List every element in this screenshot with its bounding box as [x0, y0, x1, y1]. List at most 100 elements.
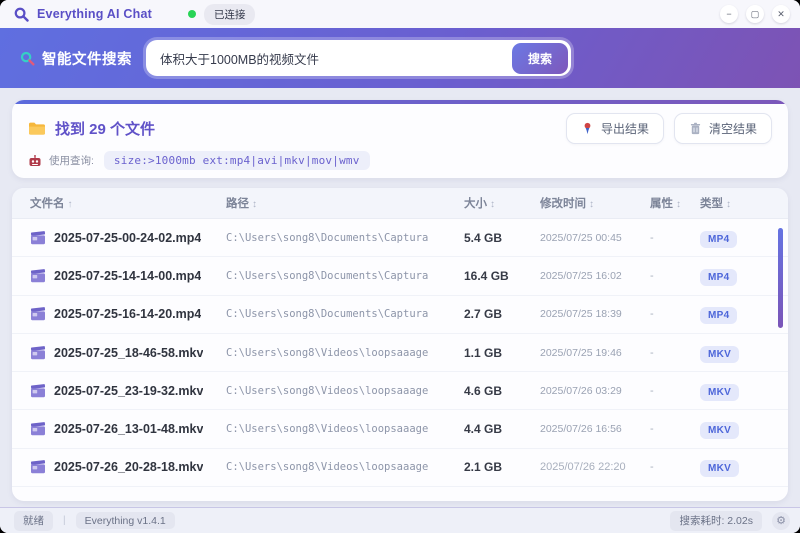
table-header-row: 文件名 ↑ 路径 ↕ 大小 ↕ 修改时间 ↕ 属性 ↕ 类型 ↕ — [12, 188, 788, 219]
minimize-button[interactable]: − — [720, 5, 738, 23]
table-row[interactable]: 2025-07-25-16-14-20.mp4 C:\Users\song8\D… — [12, 296, 788, 334]
sort-icon: ↕ — [252, 199, 257, 210]
status-separator: | — [63, 515, 66, 526]
query-value-chip: size:>1000mb ext:mp4|avi|mkv|mov|wmv — [103, 151, 370, 170]
table-row[interactable]: 2025-07-25_18-46-58.mkv C:\Users\song8\V… — [12, 334, 788, 373]
file-attributes: - — [650, 423, 654, 436]
results-table: 文件名 ↑ 路径 ↕ 大小 ↕ 修改时间 ↕ 属性 ↕ 类型 ↕ 2025-07-25-00… — [12, 188, 788, 501]
video-file-icon — [30, 230, 46, 244]
status-elapsed-pill: 搜索耗时: 2.02s — [670, 510, 762, 531]
file-size: 1.1 GB — [464, 345, 503, 360]
clear-results-button[interactable]: 清空结果 — [673, 113, 772, 144]
status-right-group: 搜索耗时: 2.02s ⚙ — [670, 510, 790, 531]
file-size: 2.7 GB — [464, 307, 503, 322]
column-header-path[interactable]: 路径 ↕ — [226, 198, 257, 210]
status-bar: 就绪 | Everything v1.4.1 搜索耗时: 2.02s ⚙ — [0, 507, 800, 533]
file-size: 4.4 GB — [464, 422, 503, 437]
file-name: 2025-07-25_23-19-32.mkv — [54, 383, 204, 398]
file-path: C:\Users\song8\Documents\Captura — [226, 231, 429, 244]
status-ready-pill: 就绪 — [14, 510, 53, 531]
sort-icon: ↕ — [490, 199, 495, 210]
file-modified: 2025/07/25 19:46 — [540, 346, 622, 359]
file-name: 2025-07-25-16-14-20.mp4 — [54, 307, 202, 322]
app-logo-magnifier-icon — [14, 7, 29, 22]
table-row[interactable]: 2025-07-26_13-01-48.mkv C:\Users\song8\V… — [12, 410, 788, 449]
sort-icon: ↕ — [676, 199, 681, 210]
file-type-badge: MKV — [700, 383, 740, 401]
column-header-size[interactable]: 大小 ↕ — [464, 198, 495, 210]
file-type-badge: MKV — [700, 345, 740, 363]
connection-badge: 已连接 — [203, 3, 256, 25]
file-name: 2025-07-26_13-01-48.mkv — [54, 422, 204, 437]
file-attributes: - — [650, 308, 654, 321]
video-file-icon — [30, 345, 46, 359]
maximize-button[interactable]: ▢ — [746, 5, 764, 23]
video-file-icon — [30, 307, 46, 321]
folder-icon — [29, 122, 45, 135]
status-version-pill: Everything v1.4.1 — [75, 512, 175, 529]
file-attributes: - — [650, 269, 654, 282]
robot-icon — [29, 154, 41, 166]
search-section: 智能文件搜索 搜索 — [0, 28, 800, 88]
file-attributes: - — [650, 346, 654, 359]
table-row[interactable]: 2025-07-26_20-28-18.mkv C:\Users\song8\V… — [12, 449, 788, 488]
file-type-badge: MKV — [700, 460, 740, 478]
file-path: C:\Users\song8\Videos\loopsaaage — [226, 384, 429, 397]
file-attributes: - — [650, 461, 654, 474]
app-title: Everything AI Chat — [37, 7, 152, 21]
results-summary-card: 找到 29 个文件 导出结果 — [12, 100, 788, 178]
table-row[interactable]: 2025-07-25_23-19-32.mkv C:\Users\song8\V… — [12, 372, 788, 411]
sort-icon: ↕ — [589, 199, 594, 210]
connected-dot-icon — [187, 10, 196, 18]
search-input[interactable] — [160, 51, 512, 65]
clear-results-label: 清空结果 — [708, 122, 757, 136]
file-modified: 2025/07/26 16:56 — [540, 423, 622, 436]
search-section-label: 智能文件搜索 — [20, 48, 132, 69]
main-content: 找到 29 个文件 导出结果 — [0, 88, 800, 507]
search-button[interactable]: 搜索 — [511, 42, 568, 74]
connection-status: 已连接 — [187, 3, 256, 25]
file-attributes: - — [650, 231, 654, 244]
file-type-badge: MP4 — [700, 268, 738, 286]
query-label: 使用查询: — [49, 155, 94, 167]
export-results-button[interactable]: 导出结果 — [565, 113, 664, 144]
search-section-title: 智能文件搜索 — [42, 51, 132, 68]
table-row[interactable]: 2025-07-25-00-24-02.mp4 C:\Users\song8\D… — [12, 219, 788, 258]
results-count-title: 找到 29 个文件 — [55, 121, 156, 138]
file-modified: 2025/07/25 16:02 — [540, 269, 622, 282]
file-size: 16.4 GB — [464, 268, 509, 283]
file-path: C:\Users\song8\Videos\loopsaaage — [226, 346, 429, 359]
sort-icon: ↕ — [726, 199, 731, 210]
close-button[interactable]: ✕ — [772, 5, 790, 23]
file-modified: 2025/07/25 18:39 — [540, 308, 622, 321]
video-file-icon — [30, 460, 46, 474]
query-row: 使用查询: size:>1000mb ext:mp4|avi|mkv|mov|w… — [28, 151, 772, 170]
file-name: 2025-07-25-00-24-02.mp4 — [54, 230, 202, 245]
table-row[interactable]: 2025-07-25-14-14-00.mp4 C:\Users\song8\D… — [12, 257, 788, 296]
file-modified: 2025/07/26 03:29 — [540, 384, 622, 397]
file-name: 2025-07-25-14-14-00.mp4 — [54, 268, 202, 283]
table-body: 2025-07-25-00-24-02.mp4 C:\Users\song8\D… — [12, 219, 788, 501]
scrollbar-thumb[interactable] — [778, 228, 783, 328]
video-file-icon — [30, 269, 46, 283]
file-attributes: - — [650, 384, 654, 397]
column-header-type[interactable]: 类型 ↕ — [700, 198, 731, 210]
column-header-filename[interactable]: 文件名 ↑ — [30, 198, 73, 210]
file-type-badge: MP4 — [700, 230, 738, 248]
window-controls: − ▢ ✕ — [720, 5, 790, 23]
file-path: C:\Users\song8\Documents\Captura — [226, 308, 429, 321]
column-header-attributes[interactable]: 属性 ↕ — [650, 198, 681, 210]
title-bar: Everything AI Chat 已连接 − ▢ ✕ — [0, 0, 800, 28]
column-header-modified[interactable]: 修改时间 ↕ — [540, 198, 594, 210]
card-accent-bar — [12, 100, 788, 104]
gear-icon[interactable]: ⚙ — [772, 511, 790, 530]
search-icon — [20, 51, 35, 66]
pushpin-icon — [584, 122, 591, 135]
search-box: 搜索 — [146, 40, 571, 76]
video-file-icon — [30, 422, 46, 436]
export-results-label: 导出结果 — [600, 122, 649, 136]
file-type-badge: MKV — [700, 422, 740, 440]
file-name: 2025-07-25_18-46-58.mkv — [54, 345, 204, 360]
file-path: C:\Users\song8\Videos\loopsaaage — [226, 423, 429, 436]
